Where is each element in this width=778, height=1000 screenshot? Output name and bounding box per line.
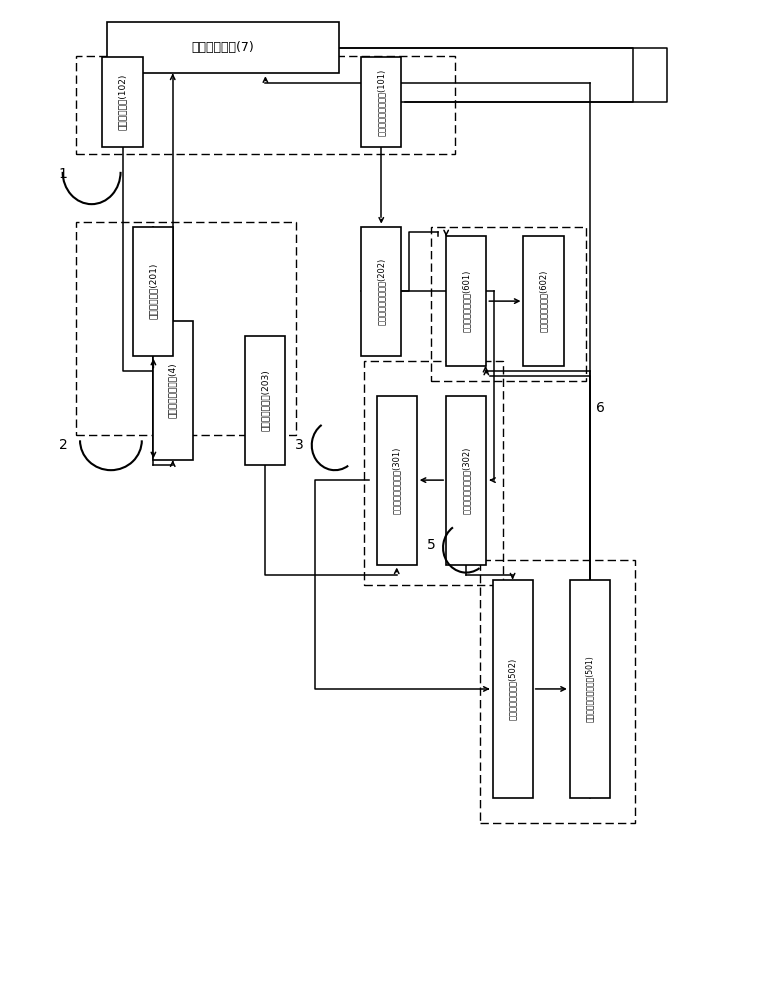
Bar (361, 57, 401, 147)
Bar (432, 227, 586, 381)
Bar (377, 396, 417, 565)
Text: 组合他表显示模块(602): 组合他表显示模块(602) (539, 270, 548, 332)
Text: 车辆控制系统(7): 车辆控制系统(7) (191, 41, 254, 54)
Bar (569, 580, 610, 798)
Text: 发动机启动控制模块(302): 发动机启动控制模块(302) (462, 446, 471, 514)
Bar (480, 560, 635, 823)
Text: 车辆启动控制显示模块(501): 车辆启动控制显示模块(501) (585, 656, 594, 722)
Bar (364, 361, 503, 585)
Text: 5: 5 (426, 538, 436, 552)
Text: 门锁控制电路模块(4): 门锁控制电路模块(4) (168, 363, 177, 418)
Text: 1: 1 (58, 167, 68, 181)
Text: 控制器设备电源(203): 控制器设备电源(203) (261, 370, 270, 431)
Bar (103, 57, 142, 147)
Bar (107, 22, 338, 73)
Text: 频率发射模块(102): 频率发射模块(102) (118, 74, 127, 130)
Text: 第一路消防控制模块(101): 第一路消防控制模块(101) (377, 69, 386, 136)
Bar (361, 227, 401, 356)
Bar (446, 236, 486, 366)
Text: 6: 6 (596, 401, 605, 415)
Text: 2: 2 (58, 438, 68, 452)
Text: 组合他表控制模块(601): 组合他表控制模块(601) (462, 270, 471, 332)
Bar (76, 56, 454, 154)
Bar (446, 396, 486, 565)
Bar (152, 321, 193, 460)
Bar (76, 222, 296, 435)
Text: 第二路消防控制模块(202): 第二路消防控制模块(202) (377, 258, 386, 325)
Text: 车辆启动控制模块(502): 车辆启动控制模块(502) (508, 658, 517, 720)
Bar (492, 580, 533, 798)
Text: 发动机启动电路模块(301): 发动机启动电路模块(301) (392, 446, 401, 514)
Bar (133, 227, 173, 356)
Text: 3: 3 (296, 438, 304, 452)
Bar (245, 336, 286, 465)
Bar (524, 236, 563, 366)
Text: 调度接收模块(201): 调度接收模块(201) (149, 263, 158, 319)
